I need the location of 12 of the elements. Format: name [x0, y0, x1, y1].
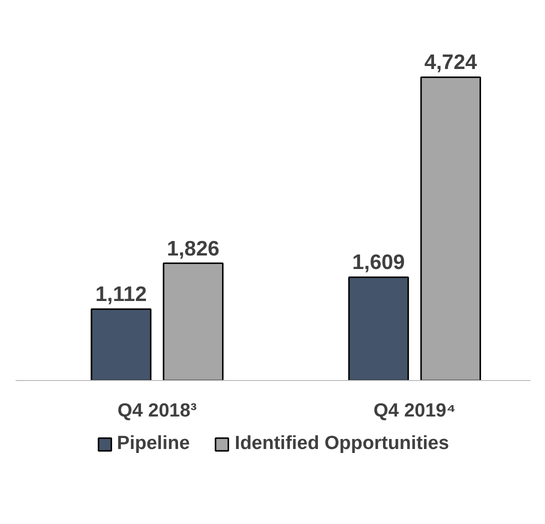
x-tick-label: Q4 2019⁴ — [373, 400, 456, 422]
data-label: 1,112 — [95, 283, 147, 306]
bar — [162, 262, 224, 380]
data-label: 1,609 — [352, 251, 405, 274]
legend-label: Identified Opportunities — [234, 433, 450, 455]
x-tick-label: Q4 2018³ — [118, 400, 197, 422]
data-label: 1,826 — [166, 237, 220, 260]
bar — [90, 308, 152, 380]
legend-label: Pipeline — [116, 433, 190, 455]
bar — [420, 76, 482, 380]
data-label: 4,724 — [424, 51, 478, 74]
bar — [348, 276, 409, 380]
